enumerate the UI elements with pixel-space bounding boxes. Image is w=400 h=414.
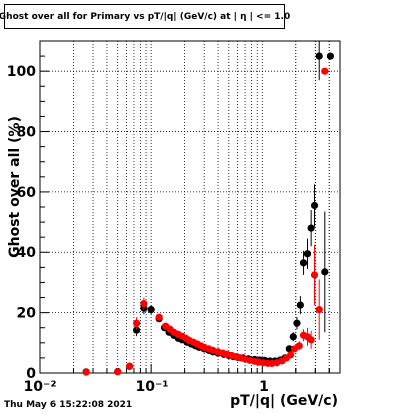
data-point-1-43 xyxy=(321,67,329,75)
data-point-0-41 xyxy=(315,52,323,60)
data-point-0-40 xyxy=(310,201,319,210)
x-axis-label: pT/|q| (GeV/c) xyxy=(230,393,338,409)
data-point-1-2 xyxy=(126,362,134,370)
data-point-0-42 xyxy=(321,268,329,276)
data-point-1-41 xyxy=(310,271,319,279)
data-point-1-0 xyxy=(82,368,90,376)
data-point-0-43 xyxy=(326,52,335,60)
grid-layer xyxy=(40,41,340,373)
data-point-0-36 xyxy=(296,301,304,309)
data-point-1-40 xyxy=(307,336,315,344)
y-tick-label-0: 0 xyxy=(26,366,36,382)
data-point-1-4 xyxy=(140,299,148,308)
data-point-1-3 xyxy=(133,319,141,327)
y-tick-label-4: 80 xyxy=(17,124,37,140)
data-point-1-37 xyxy=(295,342,303,350)
data-point-0-37 xyxy=(299,259,308,267)
data-point-0-34 xyxy=(289,333,297,341)
data-point-1-1 xyxy=(114,368,122,376)
data-point-1-35 xyxy=(287,351,295,359)
data-point-0-35 xyxy=(293,319,301,327)
y-tick-label-2: 40 xyxy=(17,245,37,261)
data-point-0-5 xyxy=(147,306,155,314)
series-1 xyxy=(82,67,329,376)
data-point-0-38 xyxy=(303,250,312,258)
y-axis-label: Ghost over all (%) xyxy=(7,116,23,258)
data-layer xyxy=(82,41,335,376)
data-point-0-33 xyxy=(285,345,293,353)
x-tick-label-1: 10⁻¹ xyxy=(135,379,168,395)
data-point-1-42 xyxy=(315,306,323,314)
data-point-1-5 xyxy=(155,313,163,321)
x-tick-label-2: 1 xyxy=(259,379,269,395)
chart-title-text: Ghost over all for Primary vs pT/|q| (Ge… xyxy=(0,11,291,22)
x-tick-label-0: 10⁻² xyxy=(23,379,56,395)
y-tick-label-3: 60 xyxy=(17,185,37,201)
data-point-0-39 xyxy=(307,224,315,232)
data-point-0-3 xyxy=(133,326,141,334)
series-0 xyxy=(82,41,335,376)
chart-title: Ghost over all for Primary vs pT/|q| (Ge… xyxy=(0,4,290,29)
tick-layer xyxy=(39,40,341,374)
y-tick-label-1: 20 xyxy=(17,306,37,322)
timestamp: Thu May 6 15:22:08 2021 xyxy=(4,400,133,410)
y-tick-label-5: 100 xyxy=(7,64,36,80)
